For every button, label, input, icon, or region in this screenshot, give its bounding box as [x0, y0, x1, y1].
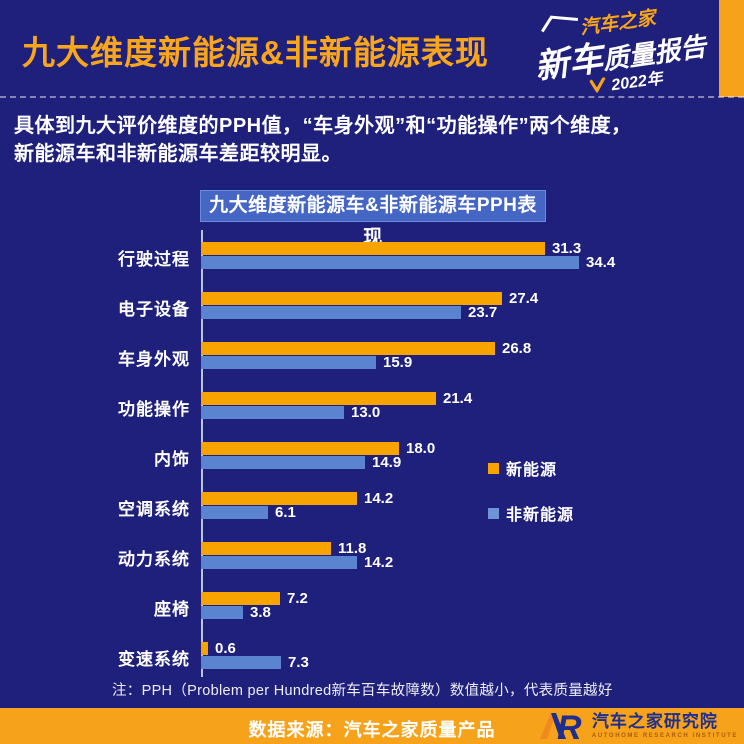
category-label: 座椅 [154, 600, 190, 619]
legend-swatch-non-new-energy [488, 507, 499, 519]
bar-new-energy [201, 592, 280, 605]
chart-legend: 新能源 非新能源 [488, 458, 575, 524]
bar-non-new-energy [201, 256, 579, 269]
bar-non-new-energy [201, 556, 357, 569]
bar-new-energy [201, 292, 502, 305]
category-label: 车身外观 [118, 350, 190, 369]
category-label: 动力系统 [118, 550, 190, 569]
value-label: 14.2 [364, 490, 394, 507]
brand-logo: 汽车之家 新车质量报告 2022年 [522, 0, 744, 116]
chart-title: 九大维度新能源车&非新能源车PPH表现 [200, 190, 546, 248]
value-label: 7.3 [288, 654, 309, 671]
legend-label-non-new-energy: 非新能源 [506, 507, 575, 524]
bar-non-new-energy [201, 606, 243, 619]
footer-logo-en: AUTOHOME RESEARCH INSTITUTE [591, 733, 738, 739]
value-label: 21.4 [443, 390, 473, 407]
value-label: 34.4 [586, 254, 616, 271]
category-label: 空调系统 [118, 500, 190, 519]
bar-non-new-energy [201, 356, 376, 369]
legend-label-new-energy: 新能源 [506, 462, 558, 479]
legend-swatch-new-energy [488, 462, 499, 474]
bar-non-new-energy [201, 506, 268, 519]
bar-new-energy [201, 542, 331, 555]
autohome-ar-logo-icon: R [539, 711, 582, 741]
header-divider [0, 96, 744, 98]
value-label: 7.2 [287, 590, 308, 607]
bar-new-energy [201, 492, 357, 505]
bar-non-new-energy [201, 656, 281, 669]
intro-line-2: 新能源车和非新能源车差距较明显。 [14, 143, 342, 165]
intro-text: 具体到九大评价维度的PPH值，“车身外观”和“功能操作”两个维度， 新能源车和非… [14, 112, 732, 168]
bar-non-new-energy [201, 306, 461, 319]
bar-non-new-energy [201, 456, 365, 469]
intro-line-1: 具体到九大评价维度的PPH值，“车身外观”和“功能操作”两个维度， [14, 115, 632, 137]
bar-new-energy [201, 342, 495, 355]
value-label: 11.8 [338, 540, 367, 557]
footer-logo-text: 汽车之家研究院 AUTOHOME RESEARCH INSTITUTE [592, 713, 738, 739]
footer-band: 数据来源：汽车之家质量产品 R 汽车之家研究院 AUTOHOME RESEARC… [0, 708, 744, 744]
value-label: 14.9 [372, 454, 402, 471]
category-label: 内饰 [154, 450, 190, 469]
value-label: 13.0 [351, 404, 381, 421]
category-label: 功能操作 [118, 400, 190, 419]
svg-text:R: R [557, 711, 582, 741]
category-label: 变速系统 [118, 650, 190, 669]
logo-year-row: 2022年 [589, 64, 664, 98]
data-source-text: 数据来源：汽车之家质量产品 [248, 720, 496, 740]
value-label: 3.8 [250, 604, 271, 621]
category-label: 行驶过程 [118, 250, 190, 269]
value-label: 6.1 [275, 504, 296, 521]
legend-item-new-energy: 新能源 [488, 458, 574, 479]
value-label: 26.8 [502, 340, 532, 357]
bar-new-energy [201, 642, 208, 655]
value-label: 23.7 [468, 304, 498, 321]
bar-new-energy [201, 242, 545, 255]
bar-new-energy [201, 392, 436, 405]
footer-logo-cn: 汽车之家研究院 [591, 712, 718, 731]
footer-logo: R 汽车之家研究院 AUTOHOME RESEARCH INSTITUTE [529, 711, 738, 741]
category-label: 电子设备 [118, 300, 190, 319]
bar-new-energy [201, 442, 399, 455]
value-label: 31.3 [552, 240, 582, 257]
value-label: 14.2 [364, 554, 394, 571]
check-icon [589, 77, 606, 94]
legend-item-non-new-energy: 非新能源 [488, 503, 575, 524]
bracket-icon [540, 15, 579, 33]
page-title: 九大维度新能源&非新能源表现 [22, 34, 489, 71]
value-label: 15.9 [383, 354, 413, 371]
header-accent-bar [719, 0, 744, 97]
bar-non-new-energy [201, 406, 344, 419]
footnote: 注：PPH（Problem per Hundred新车百车故障数）数值越小，代表… [112, 683, 613, 699]
value-label: 0.6 [215, 640, 236, 657]
value-label: 27.4 [509, 290, 539, 307]
value-label: 18.0 [406, 440, 436, 457]
